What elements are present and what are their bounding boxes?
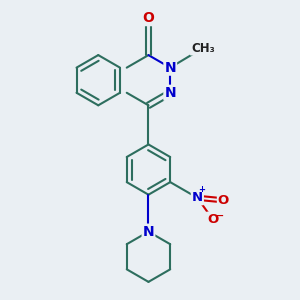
Text: N: N xyxy=(164,86,176,100)
Text: +: + xyxy=(198,185,206,194)
Text: O: O xyxy=(207,213,218,226)
Text: O: O xyxy=(218,194,229,207)
Text: CH₃: CH₃ xyxy=(191,42,215,55)
Text: O: O xyxy=(142,11,154,25)
Text: −: − xyxy=(215,211,224,221)
Text: N: N xyxy=(143,225,154,239)
Text: N: N xyxy=(192,191,203,204)
Text: N: N xyxy=(164,61,176,75)
